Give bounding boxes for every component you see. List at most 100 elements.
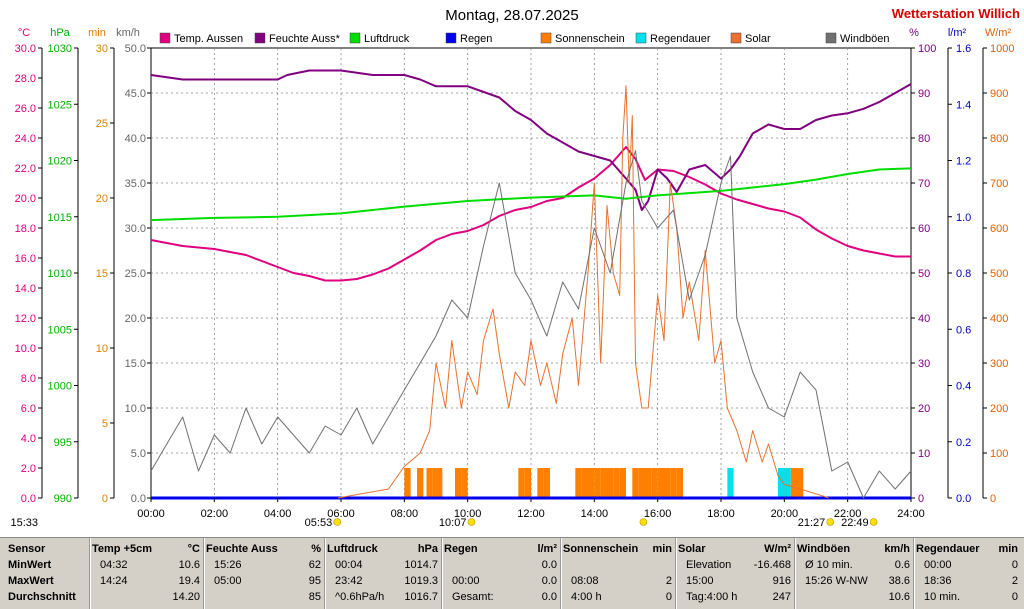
x-axis-tick-label: 10:00 [454,508,482,520]
axis-tick-label: 45.0 [125,88,146,100]
grid-group [150,47,912,499]
axis-tick-label: 30 [918,358,930,370]
axis-tick-label: 5 [102,418,108,430]
axis-tick-label: 0.0 [21,493,36,505]
axis-tick-label: 1010 [48,268,72,280]
x-axis-tick-label: 24:00 [897,508,925,520]
axis-tick-label: 300 [990,358,1008,370]
axis-tick-label: 6.0 [21,403,36,415]
axis-tick-label: 600 [990,223,1008,235]
x-axis-tick-label: 12:00 [517,508,545,520]
axis-tick-label: 900 [990,88,1008,100]
axis-tick-label: 30.0 [125,223,146,235]
bar-sonnenschein [581,468,588,498]
stats-cell-value: 247 [772,591,791,603]
axis-tick-label: 0.8 [956,268,971,280]
x-axis-tick-label: 02:00 [201,508,229,520]
bar-sonnenschein [613,468,620,498]
stats-cell-time: Elevation [686,559,732,571]
x-axis-tick-label: 04:00 [264,508,292,520]
axis-tick-label: 1.4 [956,99,971,111]
axis-tick-label: 1.0 [956,212,971,224]
stats-cell-time: 15:26 W-NW [805,575,868,587]
legend-swatch [445,32,457,44]
stats-cell-time: 4:00 h [571,591,602,603]
axis-unit-label: % [909,27,919,39]
stats-cell-time: Gesamt: [452,591,494,603]
axis-unit-label: min [88,27,106,39]
x-axis-tick-label: 08:00 [391,508,419,520]
axis-tick-label: 80 [918,133,930,145]
axis-tick-label: 15 [96,268,108,280]
bar-sonnenschein [664,468,671,498]
bar-regendauer [784,468,791,498]
stats-separator [441,538,443,609]
stats-section-temp-5cm: Temp +5cm °C 04:32 10.6 14:24 19.4 14.20 [92,538,200,609]
stats-cell-value: 38.6 [888,575,910,587]
axis-tick-label: 26.0 [15,103,36,115]
axis-tick-label: 990 [54,493,72,505]
legend: Temp. Aussen Feuchte Auss* Luftdruck Regen S… [159,32,890,45]
bar-sonnenschein [619,468,626,498]
stats-section-unit: % [311,543,321,555]
axis-tick-label: 14.0 [15,283,36,295]
x-axis-tick-label: 18:00 [707,508,735,520]
legend-swatch [159,32,171,44]
stats-section-unit: W/m² [764,543,791,555]
stats-separator [675,538,677,609]
axis-tick-label: 1015 [48,212,72,224]
bar-sonnenschein [594,468,601,498]
sun-marker-icon [639,518,648,526]
bar-sonnenschein [455,468,462,498]
axis-tick-label: 1000 [48,381,72,393]
legend-label: Regendauer [650,33,711,45]
stats-separator [89,538,91,609]
legend-label: Solar [745,33,771,45]
bar-sonnenschein [436,468,443,498]
series-line-windb-en [150,150,912,499]
axis-tick-label: 15.0 [125,358,146,370]
axis-tick-label: 30 [96,43,108,55]
bar-regendauer [727,468,734,498]
legend-label: Temp. Aussen [174,33,243,45]
time-marker-label: 10:07 [439,517,467,529]
axis-tick-label: 1005 [48,324,72,336]
stats-cell-value: 0 [1011,591,1018,603]
legend-swatch [825,32,837,44]
axis-tick-label: 22.0 [15,163,36,175]
legend-label: Feuchte Auss* [269,33,341,45]
legend-label: Luftdruck [364,33,410,45]
stats-cell-time: 00:04 [335,559,363,571]
x-axis-tick-label: 20:00 [771,508,799,520]
x-axis-tick-label: 16:00 [644,508,672,520]
stats-cell-value: 0.0 [541,591,557,603]
stats-section-unit: °C [187,543,200,555]
stats-cell-value: 1019.3 [404,575,438,587]
axis-tick-label: 16.0 [15,253,36,265]
axis-tick-label: 100 [990,448,1008,460]
stats-cell-time: 23:42 [335,575,363,587]
stats-section-unit: min [998,543,1018,555]
stats-section-unit: l/m² [537,543,557,555]
time-markers: 15:33 05:53 10:07 21:27 22:49 [10,517,878,529]
stats-row-label: Durchschnitt [8,591,76,603]
bar-sonnenschein [588,468,595,498]
stats-row-label: Sensor [8,543,46,555]
stats-section-feuchte-auss: Feuchte Auss% 15:26 62 05:00 95 85 [206,538,321,609]
series-line-feuchte-auss- [150,69,912,211]
stats-section-unit: hPa [417,543,438,555]
axis-unit-label: l/m² [948,27,967,39]
axis-tick-label: 40 [918,313,930,325]
bar-sonnenschein [417,468,424,498]
stats-separator [324,538,326,609]
axis-tick-label: 12.0 [15,313,36,325]
axis-tick-label: 5.0 [131,448,146,460]
axis-tick-label: 25 [96,118,108,130]
axis-unit-label: km/h [116,27,140,39]
stats-section-solar: Solar W/m² Elevation -16.468 15:00 916 Tag:4:0… [678,538,791,609]
axis-tick-label: 100 [918,43,936,55]
axis-tick-label: 24.0 [15,133,36,145]
axis-tick-label: 1.6 [956,43,971,55]
legend-swatch [730,32,742,44]
bar-sonnenschein [676,468,683,498]
